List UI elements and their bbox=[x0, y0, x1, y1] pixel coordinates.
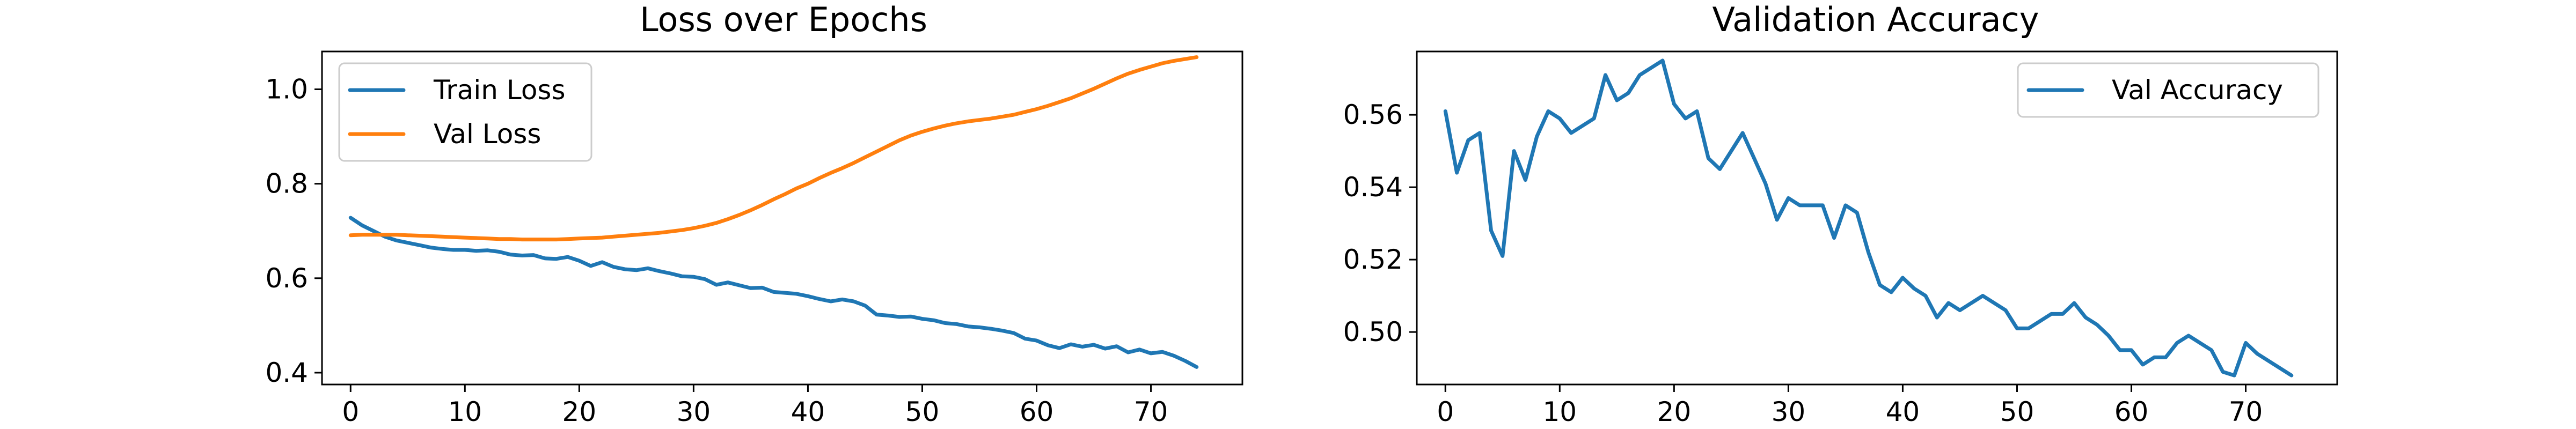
accuracy-chart-legend-box bbox=[2017, 62, 2319, 118]
loss-chart-y-tick-label: 1.0 bbox=[265, 73, 308, 105]
accuracy-chart-y-tick-label: 0.54 bbox=[1343, 172, 1403, 203]
accuracy-chart-x-tick-label: 40 bbox=[1886, 396, 1920, 427]
accuracy-chart-x-tick-label: 20 bbox=[1657, 396, 1692, 427]
accuracy-chart-x-tick-label: 30 bbox=[1772, 396, 1806, 427]
accuracy-chart: Validation Accuracy 0 10 20 30 40 50 60 70 0.50 0… bbox=[1343, 0, 2338, 427]
accuracy-chart-x-tick-label: 70 bbox=[2229, 396, 2263, 427]
series-line-train-loss bbox=[348, 216, 1199, 369]
accuracy-chart-x-tick-label: 60 bbox=[2114, 396, 2149, 427]
accuracy-chart-y-tick-label: 0.56 bbox=[1343, 99, 1403, 130]
loss-chart-legend-box bbox=[338, 62, 592, 162]
loss-chart-x-tick-label: 10 bbox=[448, 396, 482, 427]
accuracy-chart-title: Validation Accuracy bbox=[1713, 0, 2039, 39]
accuracy-chart-y-tick-label: 0.52 bbox=[1343, 244, 1403, 275]
loss-chart-plot-area bbox=[321, 50, 1243, 386]
loss-chart-x-tick-label: 0 bbox=[342, 396, 359, 427]
legend-train-loss-label: Train Loss bbox=[433, 75, 566, 106]
loss-chart-x-tick-label: 70 bbox=[1134, 396, 1168, 427]
accuracy-chart-x-tick-label: 50 bbox=[2000, 396, 2035, 427]
loss-chart-x-tick-label: 50 bbox=[905, 396, 940, 427]
accuracy-chart-x-tick-label: 0 bbox=[1437, 396, 1454, 427]
loss-chart: Loss over Epochs 0 10 20 30 40 50 60 70 0.4 0.6 0.… bbox=[265, 0, 1243, 427]
loss-chart-x-tick-label: 30 bbox=[677, 396, 711, 427]
accuracy-chart-x-tick-label: 10 bbox=[1542, 396, 1577, 427]
loss-chart-title: Loss over Epochs bbox=[640, 0, 927, 39]
accuracy-chart-y-tick-label: 0.50 bbox=[1343, 316, 1403, 347]
accuracy-chart-legend: Val Accuracy bbox=[2017, 62, 2319, 118]
loss-chart-y-tick-label: 0.4 bbox=[265, 357, 308, 388]
loss-chart-legend: Train Loss Val Loss bbox=[338, 62, 592, 162]
legend-val-accuracy-label: Val Accuracy bbox=[2112, 75, 2283, 106]
series-line-val-accuracy bbox=[1443, 58, 2294, 378]
loss-chart-y-tick-label: 0.8 bbox=[265, 168, 308, 199]
loss-chart-x-tick-label: 20 bbox=[562, 396, 597, 427]
loss-chart-x-tick-label: 40 bbox=[791, 396, 825, 427]
loss-chart-x-tick-label: 60 bbox=[1020, 396, 1054, 427]
accuracy-chart-plot-area bbox=[1416, 50, 2338, 386]
series-line-val-loss bbox=[348, 55, 1199, 242]
legend-val-loss-label: Val Loss bbox=[434, 119, 541, 150]
loss-chart-y-tick-label: 0.6 bbox=[265, 263, 308, 294]
